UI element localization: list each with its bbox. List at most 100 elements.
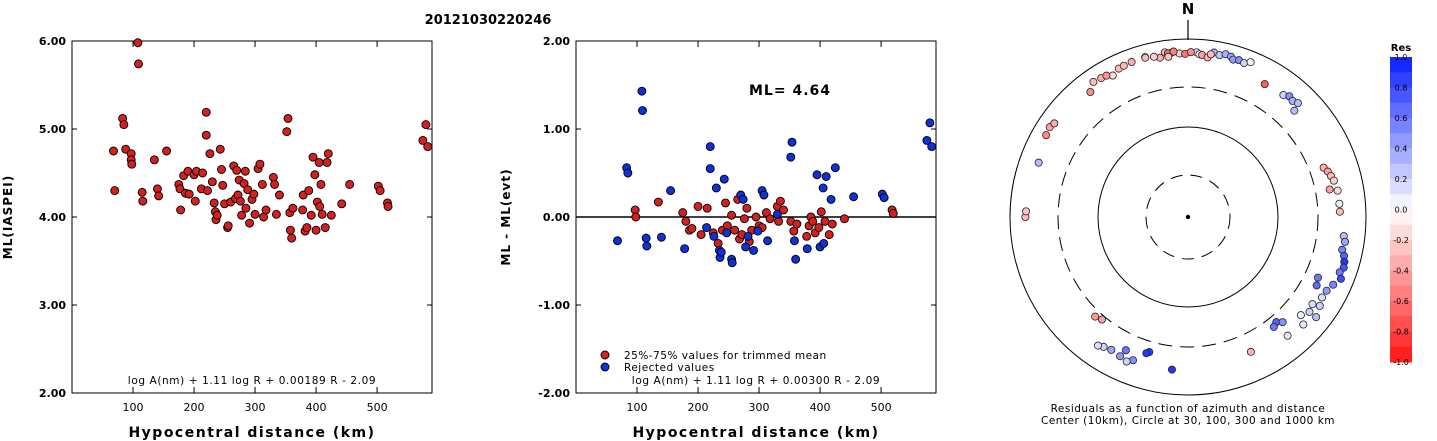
accepted-point [375,186,385,196]
station-residual-point [1335,199,1344,208]
station-residual-point [1315,301,1324,310]
station-residual-point [1329,280,1338,289]
rejected-point [727,258,737,268]
accepted-point [243,185,253,195]
accepted-point [727,210,737,220]
accepted-point [287,233,297,243]
ring-100km [1097,126,1279,308]
station-residual-point [1093,341,1102,350]
station-residual-point [1290,106,1299,115]
rejected-point [925,118,935,128]
colorbar-tick-label: 0.6 [1395,114,1408,123]
accepted-point [840,214,849,224]
colorbar-cell [1390,118,1412,134]
accepted-point [304,186,314,196]
rejected-point [705,164,715,174]
rejected-point [753,226,763,236]
accepted-point [137,187,147,197]
residual-colorbar: Res 1.0 0.8 0.6 0.4 0.2 0.0 -0.2 -0.4 -0.6 -0.8 -1… [1390,43,1412,367]
colorbar-tick-label: -0.8 [1393,328,1409,337]
colorbar-tick-label: -1.0 [1393,358,1409,367]
station-residual-point [1340,237,1349,246]
rejected-point [623,168,633,178]
station-residual-point [1325,185,1334,194]
accepted-point [109,146,118,156]
accepted-point [317,209,327,219]
accepted-point [322,157,332,167]
accepted-point [149,155,159,165]
accepted-point [285,225,295,235]
rejected-point [787,137,797,147]
epicenter-dot [1185,214,1191,220]
station-residual-point [1246,347,1255,356]
x-tick-label: 300 [245,401,266,414]
accepted-point [134,59,143,69]
accepted-point [257,179,267,189]
accepted-point [827,219,837,229]
y-tick-label: 1.00 [543,123,570,136]
accepted-point [311,225,321,235]
station-residual-point [1186,48,1195,57]
station-residual-point [1102,71,1111,80]
rejected-point [702,223,712,233]
y-tick-label: 0.00 [543,211,570,224]
rejected-point [738,194,748,204]
accepted-point [308,152,318,162]
colorbar-cell [1390,194,1412,210]
accepted-point [283,113,293,123]
station-residual-point [1164,52,1173,61]
accepted-point [205,149,215,159]
station-residual-point [1121,346,1130,355]
accepted-point [631,212,641,222]
station-residual-point [1308,300,1317,309]
rejected-point [711,183,721,193]
left-formula: log A(nm) + 1.11 log R + 0.00189 R - 2.0… [128,375,376,387]
station-residual-point [1050,119,1059,128]
rejected-point [818,183,828,193]
rejected-point [613,236,622,246]
station-residual-point [1240,59,1249,68]
rejected-point [741,242,751,252]
accepted-point [270,179,280,189]
station-residual-point [1317,293,1326,302]
rejected-point [812,170,822,180]
accepted-point [306,210,316,220]
x-tick-label: 100 [627,401,648,414]
rejected-point [821,172,831,181]
station-residual-point [1299,320,1308,329]
colorbar-cell [1390,255,1412,271]
accepted-point [275,190,284,200]
rejected-point [719,174,729,184]
middle-formula: log A(nm) + 1.11 log R + 0.00300 R - 2.0… [632,375,880,387]
left-x-axis-label: Hypocentral distance (km) [128,425,375,441]
colorbar-cell [1390,240,1412,256]
colorbar-cell [1390,346,1412,363]
rejected-point [927,142,937,152]
accepted-point [423,142,433,152]
station-residual-point [1335,207,1344,216]
accepted-point [212,210,222,220]
station-residual-point [1269,322,1278,331]
rejected-point [786,152,796,162]
station-residual-point [1246,58,1255,67]
rejected-point [879,193,889,203]
y-tick-label: -2.00 [538,387,570,400]
accepted-point [203,186,212,196]
station-residual-point [1116,352,1125,361]
accepted-point [261,205,271,215]
colorbar-cell [1390,331,1412,348]
station-residual-point [1129,356,1138,365]
rejected-point [716,247,726,257]
polar-caption-line2: Center (10km), Circle at 30, 100, 300 an… [1041,415,1335,427]
accepted-point [751,212,761,222]
ring-30km [1145,174,1231,260]
accepted-point [249,189,259,199]
station-residual-point [1206,50,1215,59]
legend-accepted-marker [600,350,610,360]
station-residual-point [1097,315,1106,324]
colorbar-cell [1390,87,1412,104]
accepted-point [138,196,148,206]
accepted-point [245,218,255,228]
colorbar-title: Res [1391,43,1411,54]
